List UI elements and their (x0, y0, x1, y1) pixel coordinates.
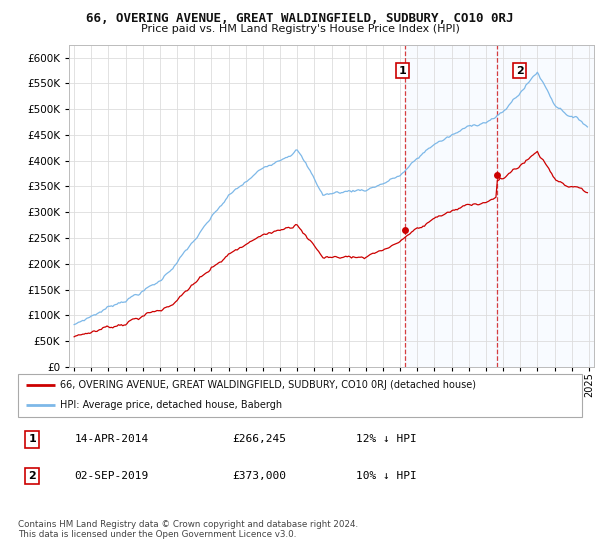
Bar (405, 45, 497, 367)
Text: Contains HM Land Registry data © Crown copyright and database right 2024.
This d: Contains HM Land Registry data © Crown c… (18, 520, 358, 539)
Text: 10% ↓ HPI: 10% ↓ HPI (356, 471, 417, 480)
Text: 14-APR-2014: 14-APR-2014 (74, 435, 149, 445)
Text: 1: 1 (28, 435, 36, 445)
Text: £266,245: £266,245 (232, 435, 286, 445)
Text: HPI: Average price, detached house, Babergh: HPI: Average price, detached house, Babe… (60, 400, 283, 410)
Text: 66, OVERING AVENUE, GREAT WALDINGFIELD, SUDBURY, CO10 0RJ: 66, OVERING AVENUE, GREAT WALDINGFIELD, … (86, 12, 514, 25)
Text: £373,000: £373,000 (232, 471, 286, 480)
Text: 2: 2 (516, 66, 524, 76)
Text: 66, OVERING AVENUE, GREAT WALDINGFIELD, SUDBURY, CO10 0RJ (detached house): 66, OVERING AVENUE, GREAT WALDINGFIELD, … (60, 380, 476, 390)
Text: 02-SEP-2019: 02-SEP-2019 (74, 471, 149, 480)
Text: 2: 2 (28, 471, 36, 480)
Text: 12% ↓ HPI: 12% ↓ HPI (356, 435, 417, 445)
Bar (497, 45, 594, 367)
Text: 1: 1 (398, 66, 406, 76)
Text: Price paid vs. HM Land Registry's House Price Index (HPI): Price paid vs. HM Land Registry's House … (140, 24, 460, 34)
FancyBboxPatch shape (18, 374, 582, 417)
